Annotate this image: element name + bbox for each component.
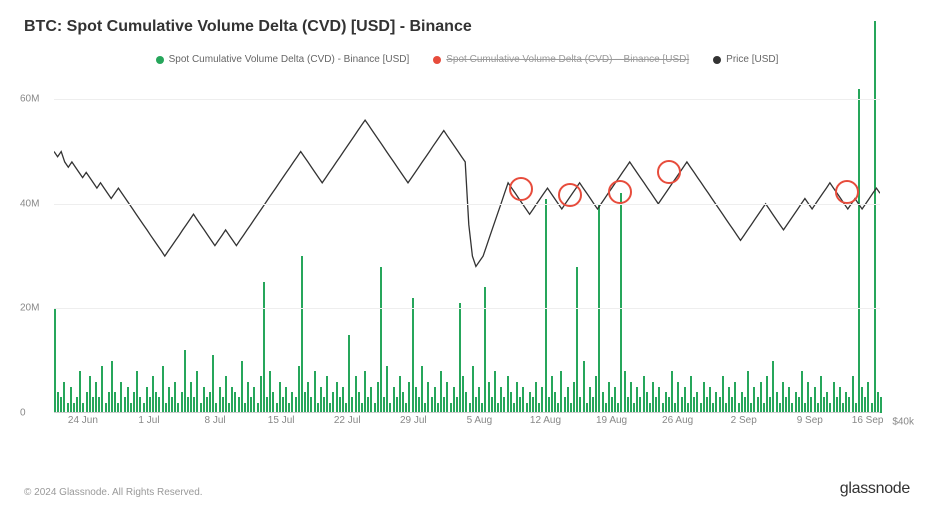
x-tick-label: 9 Sep — [797, 415, 823, 426]
gridline — [54, 204, 880, 205]
legend-dot-price — [713, 56, 721, 64]
x-tick-label: 12 Aug — [530, 415, 561, 426]
legend-dot-cvd-strike — [433, 56, 441, 64]
baseline — [54, 412, 880, 413]
legend-label-cvd: Spot Cumulative Volume Delta (CVD) - Bin… — [169, 54, 410, 65]
x-tick-label: 19 Aug — [596, 415, 627, 426]
copyright-text: © 2024 Glassnode. All Rights Reserved. — [24, 487, 203, 498]
x-axis: 24 Jun 1 Jul 8 Jul 15 Jul 22 Jul 29 Jul 5 Aug 1… — [54, 415, 880, 433]
cvd-bar — [880, 397, 882, 413]
y-tick-label: 0 — [20, 408, 26, 419]
x-tick-label: 26 Aug — [662, 415, 693, 426]
legend-label-price: Price [USD] — [726, 54, 778, 65]
legend-dot-cvd — [156, 56, 164, 64]
x-tick-label: 22 Jul — [334, 415, 361, 426]
legend-item-price: Price [USD] — [713, 54, 778, 65]
y-tick-label: 60M — [20, 94, 39, 105]
annotation-circle — [657, 160, 681, 184]
footer: © 2024 Glassnode. All Rights Reserved. g… — [24, 480, 910, 498]
x-tick-label: 15 Jul — [268, 415, 295, 426]
plot — [54, 73, 880, 413]
annotation-circle — [835, 180, 859, 204]
y-tick-label: 40M — [20, 198, 39, 209]
price-path — [54, 120, 880, 266]
x-tick-label: 16 Sep — [852, 415, 884, 426]
legend-item-cvd: Spot Cumulative Volume Delta (CVD) - Bin… — [156, 54, 410, 65]
logo-text: glassnode — [840, 480, 910, 498]
annotation-circle — [558, 183, 582, 207]
legend-item-cvd-strike: Spot Cumulative Volume Delta (CVD) – Bin… — [433, 54, 689, 65]
annotation-circle — [608, 180, 632, 204]
x-tick-label: 1 Jul — [138, 415, 159, 426]
annotation-circle — [509, 177, 533, 201]
chart-area: 020M40M60M $40k 24 Jun1 Jul8 Jul15 Jul22… — [24, 73, 910, 433]
gridline — [54, 99, 880, 100]
y-tick-label: 20M — [20, 303, 39, 314]
x-tick-label: 24 Jun — [68, 415, 98, 426]
y-axis-right-label: $40k — [892, 417, 914, 428]
gridline — [54, 308, 880, 309]
x-tick-label: 2 Sep — [731, 415, 757, 426]
price-line — [54, 73, 880, 413]
x-tick-label: 5 Aug — [467, 415, 493, 426]
chart-title: BTC: Spot Cumulative Volume Delta (CVD) … — [24, 18, 910, 36]
x-tick-label: 8 Jul — [205, 415, 226, 426]
legend-label-cvd-strike: Spot Cumulative Volume Delta (CVD) – Bin… — [446, 54, 689, 65]
x-tick-label: 29 Jul — [400, 415, 427, 426]
legend: Spot Cumulative Volume Delta (CVD) - Bin… — [24, 54, 910, 65]
